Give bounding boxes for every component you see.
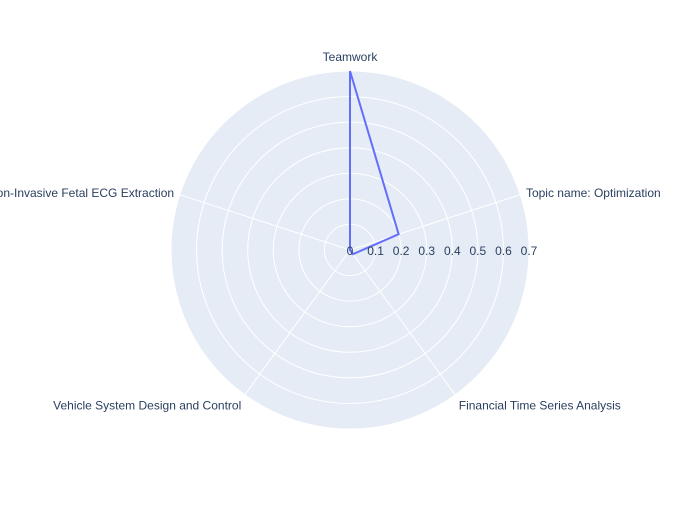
category-label-0: Teamwork — [323, 50, 379, 64]
series-layer — [349, 70, 400, 256]
category-label-4: Non-Invasive Fetal ECG Extraction — [0, 186, 174, 200]
radial-tick-label: 0.3 — [418, 244, 435, 258]
radial-tick-label: 0.6 — [495, 244, 512, 258]
category-label-1: Topic name: Optimization — [526, 186, 661, 200]
radial-tick-label: 0.4 — [444, 244, 461, 258]
radial-tick-labels: 0 0.1 0.2 0.3 0.4 0.5 0.6 0.7 — [347, 244, 538, 258]
radial-tick-label: 0.7 — [521, 244, 538, 258]
radial-tick-label: 0.1 — [367, 244, 384, 258]
category-labels: Teamwork Topic name: Optimization Financia… — [0, 50, 661, 413]
spoke-4 — [179, 194, 351, 251]
radial-tick-label: 0.2 — [393, 244, 410, 258]
radial-tick-label: 0.5 — [470, 244, 487, 258]
radial-tick-label: 0 — [347, 244, 354, 258]
spoke-2 — [349, 249, 456, 396]
spoke-1 — [349, 194, 521, 251]
spoke-3 — [244, 249, 351, 396]
series-line-0 — [349, 70, 400, 256]
category-label-3: Vehicle System Design and Control — [53, 399, 241, 413]
category-label-2: Financial Time Series Analysis — [459, 399, 621, 413]
